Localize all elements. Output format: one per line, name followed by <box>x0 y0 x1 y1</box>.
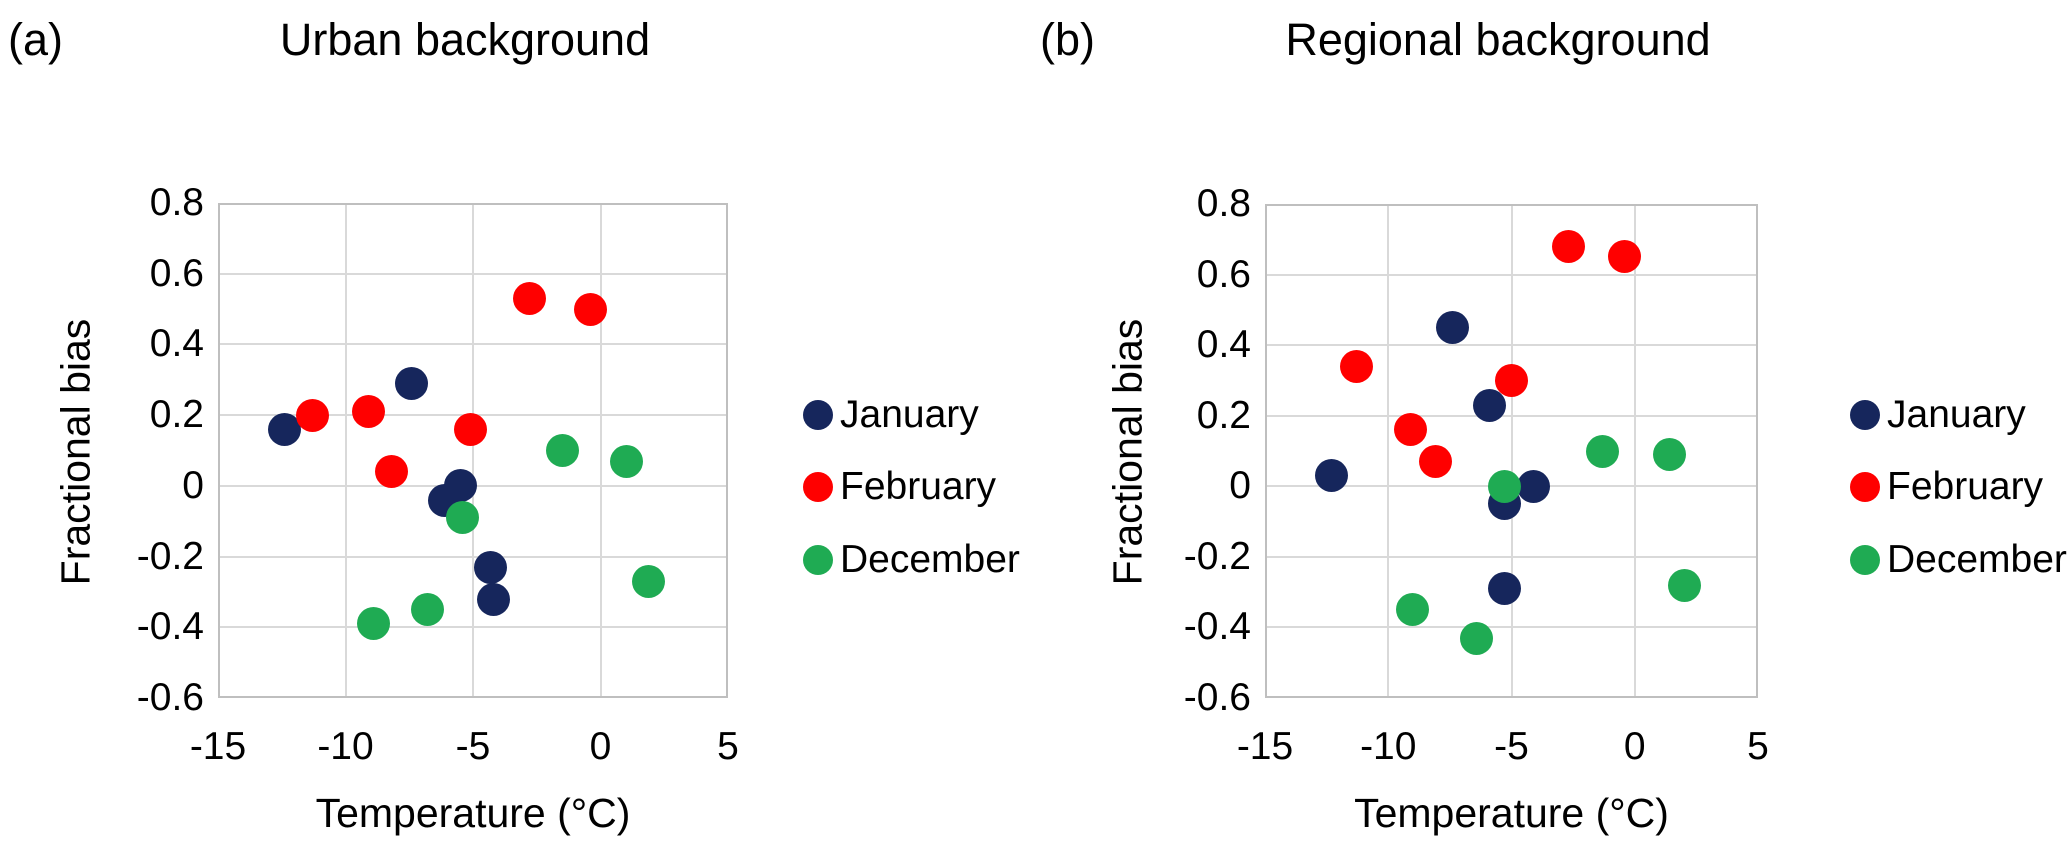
y-tick-label: 0 <box>182 463 204 507</box>
data-point-january <box>476 582 510 616</box>
data-point-january <box>474 550 508 584</box>
x-tick-label: -5 <box>1494 725 1529 768</box>
panel-a-x-axis-title: Temperature (°C) <box>315 790 631 836</box>
horizontal-gridline <box>1267 414 1756 417</box>
y-tick-label: 0.6 <box>1196 252 1251 296</box>
y-tick-label: -0.6 <box>136 676 204 719</box>
horizontal-gridline <box>1267 626 1756 629</box>
x-tick-label: 5 <box>717 725 739 768</box>
data-point-february <box>1339 349 1373 383</box>
data-point-december <box>545 434 579 467</box>
y-tick-label: -0.2 <box>1183 534 1251 578</box>
x-tick-label: -5 <box>455 725 491 768</box>
y-tick-label: 0 <box>1229 464 1251 508</box>
data-point-december <box>1652 438 1686 472</box>
data-point-january <box>1435 311 1469 344</box>
legend-label-january: January <box>1887 393 2026 436</box>
panel-b-x-axis-title: Temperature (°C) <box>1354 790 1669 836</box>
data-point-january <box>1472 388 1506 422</box>
legend-marker-february <box>803 472 833 502</box>
vertical-gridline <box>344 205 347 696</box>
data-point-december <box>1667 568 1701 602</box>
y-tick-label: -0.2 <box>136 534 204 578</box>
x-tick-label: -10 <box>317 725 374 768</box>
x-tick-label: 0 <box>1623 725 1646 768</box>
vertical-gridline <box>1387 206 1390 696</box>
y-tick-label: -0.4 <box>1183 605 1251 649</box>
y-tick-label: 0.2 <box>1196 393 1251 437</box>
panel-a-y-axis-title: Fractional bias <box>52 318 99 586</box>
horizontal-gridline <box>1267 273 1756 276</box>
data-point-february <box>512 281 546 315</box>
data-point-december <box>357 607 391 641</box>
horizontal-gridline <box>220 555 726 558</box>
data-point-february <box>453 412 487 446</box>
panel-a-title: Urban background <box>279 14 651 65</box>
legend-marker-january <box>803 400 833 430</box>
data-point-february <box>1608 240 1642 274</box>
legend-label-january: January <box>840 393 979 436</box>
legend-label-february: February <box>840 465 997 508</box>
data-point-december <box>1487 469 1521 503</box>
legend-marker-december <box>1850 545 1880 575</box>
panel-a-plot-area <box>218 203 728 698</box>
data-point-january <box>1487 572 1521 606</box>
legend-label-december: December <box>840 538 1020 581</box>
horizontal-gridline <box>220 343 726 346</box>
horizontal-gridline <box>220 272 726 275</box>
panel-b-label: (b) <box>1040 14 1095 65</box>
y-tick-label: 0.8 <box>1196 182 1251 225</box>
data-point-february <box>573 292 607 326</box>
vertical-gridline <box>1510 206 1513 696</box>
legend-marker-february <box>1850 472 1880 502</box>
data-point-january <box>1315 459 1349 493</box>
legend-marker-january <box>1850 400 1880 430</box>
data-point-january <box>267 412 301 446</box>
data-point-february <box>295 398 329 432</box>
panel-a-label: (a) <box>8 14 63 65</box>
y-tick-label: 0.8 <box>149 181 204 224</box>
y-tick-label: 0.4 <box>149 322 204 366</box>
legend-label-december: December <box>1887 538 2067 581</box>
data-point-december <box>446 501 480 535</box>
horizontal-gridline <box>1267 555 1756 558</box>
legend-label-february: February <box>1887 465 2044 508</box>
x-tick-label: 0 <box>589 725 612 768</box>
data-point-december <box>410 593 444 627</box>
data-point-december <box>1396 593 1430 627</box>
panel-b-title: Regional background <box>1285 14 1711 65</box>
data-point-february <box>351 395 385 429</box>
data-point-december <box>609 444 643 478</box>
vertical-gridline <box>1633 206 1636 696</box>
data-point-december <box>1460 621 1494 655</box>
panel-b-plot-area <box>1265 204 1758 698</box>
x-tick-label: -15 <box>1236 725 1294 768</box>
data-point-january <box>1517 469 1551 503</box>
x-tick-label: -15 <box>189 725 247 768</box>
y-tick-label: -0.6 <box>1183 676 1251 719</box>
data-point-february <box>374 455 408 489</box>
y-tick-label: 0.4 <box>1196 323 1251 367</box>
data-point-february <box>1551 229 1585 263</box>
data-point-december <box>1586 434 1620 468</box>
data-point-february <box>1495 363 1528 397</box>
y-tick-label: 0.6 <box>149 251 204 295</box>
data-point-december <box>632 564 666 598</box>
x-tick-label: -10 <box>1360 725 1417 768</box>
x-tick-label: 5 <box>1747 725 1769 768</box>
vertical-gridline <box>472 205 474 696</box>
data-point-february <box>1418 445 1452 479</box>
horizontal-gridline <box>1267 344 1756 347</box>
vertical-gridline <box>599 205 602 696</box>
horizontal-gridline <box>220 626 726 629</box>
data-point-january <box>395 366 429 400</box>
data-point-february <box>1393 413 1427 447</box>
legend-marker-december <box>803 545 833 575</box>
y-tick-label: -0.4 <box>136 605 204 649</box>
y-tick-label: 0.2 <box>149 393 204 437</box>
data-point-january <box>443 469 477 503</box>
